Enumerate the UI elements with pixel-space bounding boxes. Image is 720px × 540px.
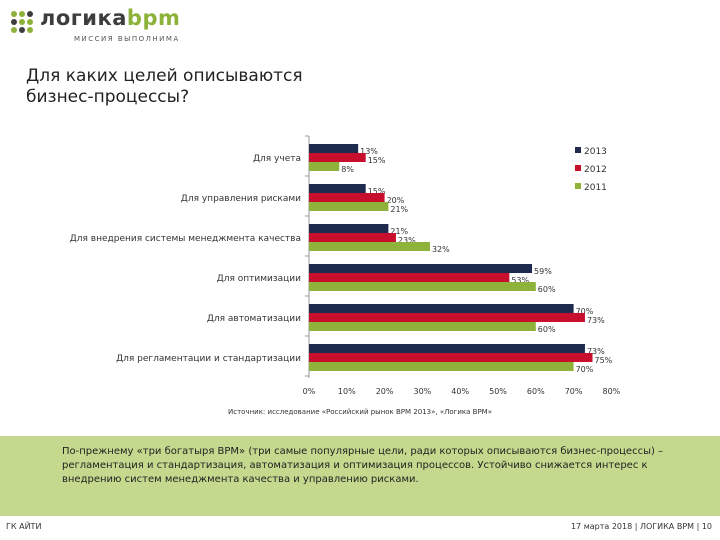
footer-date-page: 17 марта 2018 | ЛОГИКА BPM | 10 [570, 522, 712, 531]
legend-swatch-2012 [575, 165, 581, 171]
category-label: Для автоматизации [207, 314, 301, 324]
x-tick-label: 80% [603, 387, 621, 396]
x-tick-label: 60% [527, 387, 545, 396]
data-label-2011-1: 8% [341, 165, 354, 174]
data-label-2013-5: 70% [576, 307, 594, 316]
legend-swatch-2013 [575, 147, 581, 153]
data-label-2012-6: 75% [595, 356, 613, 365]
x-tick-label: 10% [338, 387, 356, 396]
data-label-2011-2: 21% [390, 205, 408, 214]
bar-2011-4 [309, 282, 536, 291]
bar-2011-6 [309, 362, 574, 371]
bar-2012-3 [309, 233, 396, 242]
x-tick-label: 0% [303, 387, 316, 396]
legend-label-2011: 2011 [584, 183, 607, 193]
data-label-2013-6: 73% [587, 347, 605, 356]
data-label-2012-1: 15% [368, 156, 386, 165]
category-label: Для оптимизации [217, 274, 301, 284]
x-tick-label: 20% [376, 387, 394, 396]
source-note: Источник: исследование «Российский рынок… [228, 408, 492, 416]
bar-2013-4 [309, 264, 533, 273]
bar-2012-2 [309, 193, 385, 202]
logo-text-main: логика [40, 6, 127, 30]
data-label-2012-3: 23% [398, 236, 416, 245]
bar-2012-5 [309, 313, 585, 322]
bar-2012-1 [309, 153, 366, 162]
legend-label-2013: 2013 [584, 147, 607, 157]
bar-2013-1 [309, 144, 359, 153]
data-label-2013-1: 13% [360, 147, 378, 156]
data-label-2011-3: 32% [432, 245, 450, 254]
data-label-2012-5: 73% [587, 316, 605, 325]
data-label-2013-2: 15% [368, 187, 386, 196]
data-label-2013-3: 21% [390, 227, 408, 236]
footer-company: ГК АЙТИ [6, 522, 42, 531]
category-label: Для внедрения системы менеджмента качест… [70, 234, 301, 244]
bar-2012-4 [309, 273, 510, 282]
x-tick-label: 40% [451, 387, 469, 396]
data-label-2012-2: 20% [387, 196, 405, 205]
x-tick-label: 70% [565, 387, 583, 396]
bar-2011-3 [309, 242, 430, 251]
category-label: Для регламентации и стандартизации [116, 354, 301, 364]
info-text: По-прежнему «три богатыря BPM» (три самы… [62, 446, 664, 485]
bar-2011-1 [309, 162, 340, 171]
x-tick-label: 50% [489, 387, 507, 396]
data-label-2011-5: 60% [538, 325, 556, 334]
logo-wordmark: логикаbpm [40, 6, 180, 30]
legend-swatch-2011 [575, 183, 581, 189]
logo: логикаbpm МИССИЯ ВЫПОЛНИМА [10, 6, 210, 48]
logo-tagline: МИССИЯ ВЫПОЛНИМА [74, 35, 180, 43]
bar-2013-6 [309, 344, 585, 353]
category-label: Для учета [253, 154, 301, 164]
data-label-2011-6: 70% [576, 365, 594, 374]
logo-text-accent: bpm [126, 6, 181, 30]
page-title: Для каких целей описываются бизнес-проце… [26, 66, 303, 107]
bar-2011-2 [309, 202, 389, 211]
data-label-2013-4: 59% [534, 267, 552, 276]
category-label: Для управления рисками [181, 194, 301, 204]
bar-2011-5 [309, 322, 536, 331]
bar-2013-2 [309, 184, 366, 193]
data-label-2011-4: 60% [538, 285, 556, 294]
bar-2013-3 [309, 224, 389, 233]
x-tick-label: 30% [414, 387, 432, 396]
data-label-2012-4: 53% [511, 276, 529, 285]
bar-2013-5 [309, 304, 574, 313]
logo-dots-icon [11, 11, 33, 33]
info-box: По-прежнему «три богатыря BPM» (три самы… [0, 436, 720, 516]
bar-2012-6 [309, 353, 593, 362]
legend-label-2012: 2012 [584, 165, 607, 175]
